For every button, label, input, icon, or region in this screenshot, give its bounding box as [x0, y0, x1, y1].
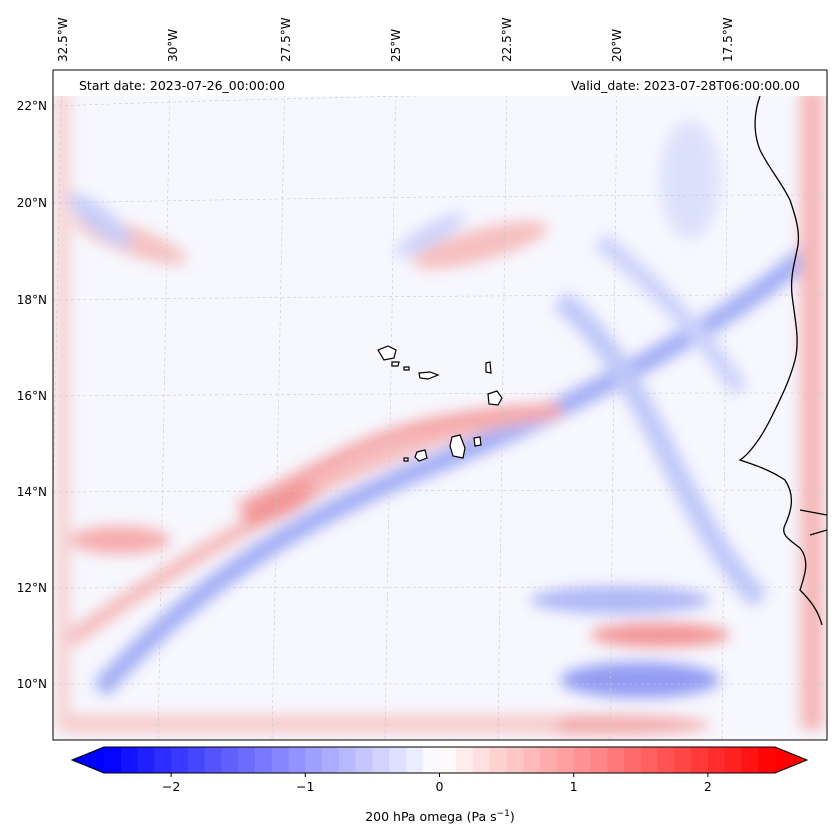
lon-label: 17.5°W: [721, 17, 735, 62]
positive-band: [65, 402, 561, 647]
lon-tick-labels: 32.5°W 30°W 27.5°W 25°W 22.5°W 20°W 17.5…: [56, 17, 735, 62]
colorbar-cell: [171, 747, 189, 773]
island-boa-vista: [487, 390, 503, 406]
coastline: [738, 95, 827, 626]
colorbar-cell: [288, 747, 306, 773]
colorbar-cell: [540, 747, 558, 773]
colorbar-cell: [556, 747, 575, 773]
colorbar: −2 −1 0 1 2 200 hPa omega (Pa s−1): [70, 746, 809, 824]
colorbar-cell: [489, 747, 508, 773]
colorbar-cell: [640, 747, 659, 773]
island-sal: [485, 361, 492, 374]
colorbar-cell: [372, 747, 390, 773]
start-date-label: Start date: 2023-07-26_00:00:00: [79, 78, 285, 93]
lat-label: 10°N: [17, 677, 47, 691]
africa-coast: [738, 95, 823, 626]
omega-field: [53, 70, 827, 740]
colorbar-outline: [70, 746, 809, 774]
colorbar-cell: [137, 747, 155, 773]
island-fogo: [414, 449, 428, 462]
lat-label: 14°N: [17, 485, 47, 499]
cape-verde-islands: [377, 345, 503, 462]
colorbar-cell: [389, 747, 407, 773]
colorbar-cell: [707, 747, 726, 773]
island-santiago: [449, 434, 466, 459]
lon-label: 20°W: [610, 29, 624, 62]
colorbar-cell: [254, 747, 273, 773]
colorbar-cell: [187, 747, 206, 773]
lon-label: 27.5°W: [279, 17, 293, 62]
colorbar-cell: [355, 747, 373, 773]
colorbar-cell: [691, 747, 709, 773]
colorbar-ticks: −2 −1 0 1 2: [162, 773, 712, 794]
colorbar-cell: [422, 747, 440, 773]
lon-label: 25°W: [389, 29, 403, 62]
colorbar-cell: [741, 747, 759, 773]
colorbar-cell: [607, 747, 625, 773]
colorbar-cell: [338, 747, 357, 773]
map-frame: [52, 69, 828, 741]
colorbar-cell: [674, 747, 692, 773]
colorbar-extend-max: [775, 747, 807, 773]
colorbar-cell: [439, 747, 457, 773]
colorbar-cell: [104, 747, 122, 773]
colorbar-cells: [72, 747, 807, 773]
colorbar-label: 200 hPa omega (Pa s−1): [365, 809, 515, 824]
island-sao-vicente: [391, 361, 400, 367]
colorbar-tick-label: 2: [704, 779, 712, 794]
valid-date-label: Valid_date: 2023-07-28T06:00:00.00: [571, 78, 800, 93]
lon-label: 30°W: [166, 29, 180, 62]
colorbar-cell: [506, 747, 524, 773]
colorbar-tick-label: −2: [162, 779, 180, 794]
colorbar-cell: [523, 747, 541, 773]
colorbar-cell: [657, 747, 675, 773]
colorbar-cell: [271, 747, 290, 773]
graticule: [53, 70, 827, 740]
colorbar-cell: [120, 747, 139, 773]
colorbar-cell: [221, 747, 239, 773]
colorbar-cell: [456, 747, 474, 773]
island-sao-nicolau: [418, 371, 440, 380]
island-brava: [403, 457, 409, 462]
lat-label: 16°N: [17, 389, 47, 403]
colorbar-tick-label: 1: [570, 779, 578, 794]
lat-tick-labels: 22°N 20°N 18°N 16°N 14°N 12°N 10°N: [17, 99, 47, 691]
lon-label: 32.5°W: [56, 17, 70, 62]
colorbar-tick-label: 0: [436, 779, 444, 794]
colorbar-cell: [305, 747, 323, 773]
lat-label: 20°N: [17, 196, 47, 210]
colorbar-cell: [238, 747, 256, 773]
colorbar-tick-label: −1: [296, 779, 314, 794]
lat-label: 12°N: [17, 581, 47, 595]
island-maio: [473, 436, 482, 447]
colorbar-cell: [322, 747, 340, 773]
lon-label: 22.5°W: [500, 17, 514, 62]
island-santa-luzia: [403, 366, 410, 371]
colorbar-cell: [590, 747, 608, 773]
colorbar-cell: [204, 747, 222, 773]
island-santo-antao: [377, 345, 397, 361]
lat-label: 18°N: [17, 293, 47, 307]
colorbar-cell: [624, 747, 642, 773]
colorbar-cell: [154, 747, 172, 773]
colorbar-cell: [758, 747, 776, 773]
lat-label: 22°N: [17, 99, 47, 113]
colorbar-cell: [724, 747, 742, 773]
colorbar-cell: [473, 747, 491, 773]
colorbar-cell: [405, 747, 424, 773]
negative-band: [92, 242, 818, 697]
colorbar-cell: [573, 747, 591, 773]
colorbar-extend-min: [72, 747, 104, 773]
